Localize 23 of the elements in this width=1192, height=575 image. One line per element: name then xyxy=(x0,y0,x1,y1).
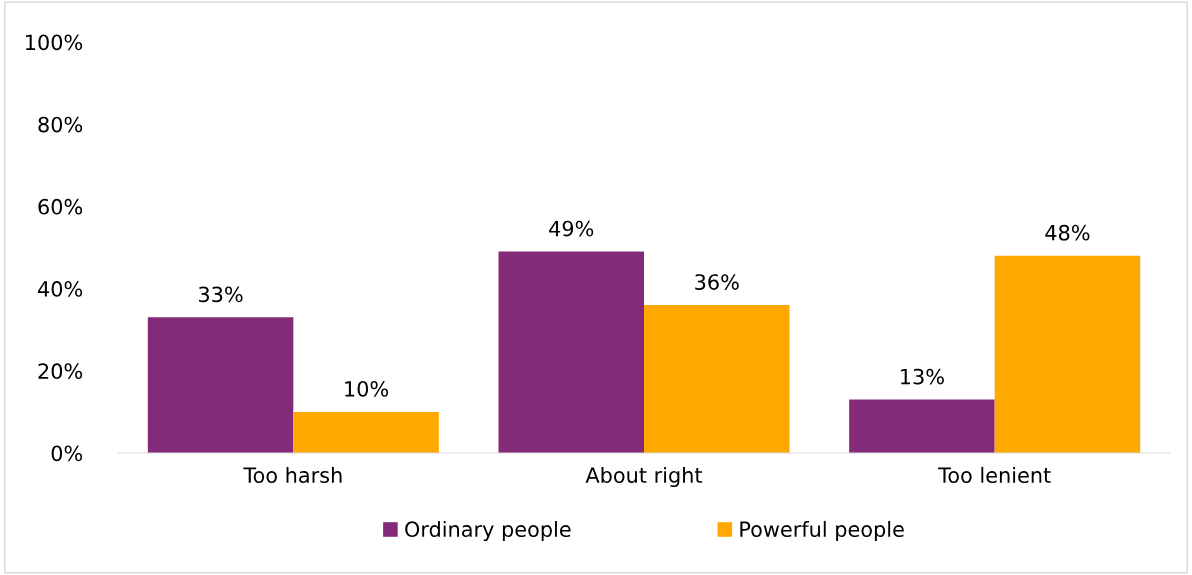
data-label: 49% xyxy=(549,220,594,237)
data-label: 48% xyxy=(1045,224,1090,241)
data-label: 33% xyxy=(199,286,243,303)
bar xyxy=(147,317,294,453)
bar xyxy=(293,411,439,453)
x-tick-label: About right xyxy=(585,466,703,488)
bar xyxy=(498,251,644,453)
x-tick-label: Too lenient xyxy=(938,466,1051,484)
data-label: 10% xyxy=(345,380,389,397)
y-tick-label: 40% xyxy=(37,281,83,297)
bar xyxy=(644,305,790,453)
y-tick-label: 0% xyxy=(51,445,83,462)
bar xyxy=(994,255,1141,453)
bar xyxy=(849,399,995,453)
y-tick-label: 60% xyxy=(38,198,83,215)
data-label: 36% xyxy=(695,274,739,290)
legend-label: Powerful people xyxy=(740,520,904,542)
y-tick-label: 100% xyxy=(26,34,83,51)
data-label: 13% xyxy=(901,368,944,385)
y-tick-label: 80% xyxy=(38,116,83,133)
y-tick-label: 20% xyxy=(38,363,83,380)
x-tick-label: Too harsh xyxy=(243,466,342,484)
legend-label: Ordinary people xyxy=(405,520,571,542)
